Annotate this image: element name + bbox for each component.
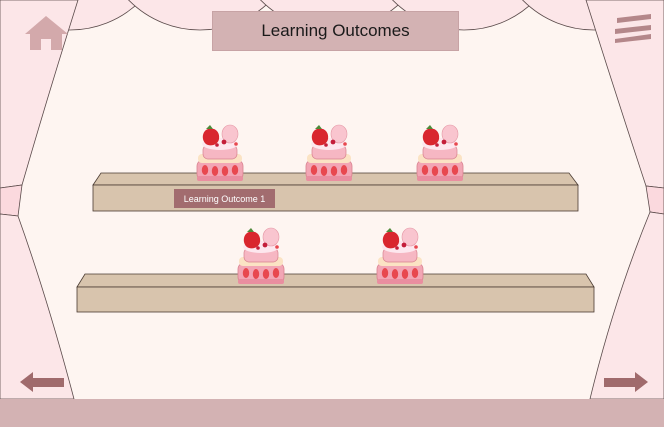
curtain-left <box>0 0 79 400</box>
footer-bar <box>0 399 664 427</box>
cake-outcome-2[interactable] <box>305 124 353 182</box>
cake-outcome-1[interactable] <box>196 124 244 182</box>
cake-outcome-4[interactable] <box>237 227 285 285</box>
arrow-right-icon[interactable] <box>604 372 648 392</box>
outcome-tooltip: Learning Outcome 1 <box>174 189 275 208</box>
arrow-left-icon[interactable] <box>20 372 64 392</box>
shelf-bottom <box>76 273 595 313</box>
cake-outcome-3[interactable] <box>416 124 464 182</box>
tooltip-label: Learning Outcome 1 <box>183 193 266 204</box>
curtain-right <box>585 0 664 400</box>
home-icon[interactable] <box>25 16 68 50</box>
hamburger-menu-icon[interactable] <box>615 14 651 43</box>
page-title-box: Learning Outcomes <box>212 11 459 51</box>
cake-outcome-5[interactable] <box>376 227 424 285</box>
page-title: Learning Outcomes <box>261 21 410 40</box>
